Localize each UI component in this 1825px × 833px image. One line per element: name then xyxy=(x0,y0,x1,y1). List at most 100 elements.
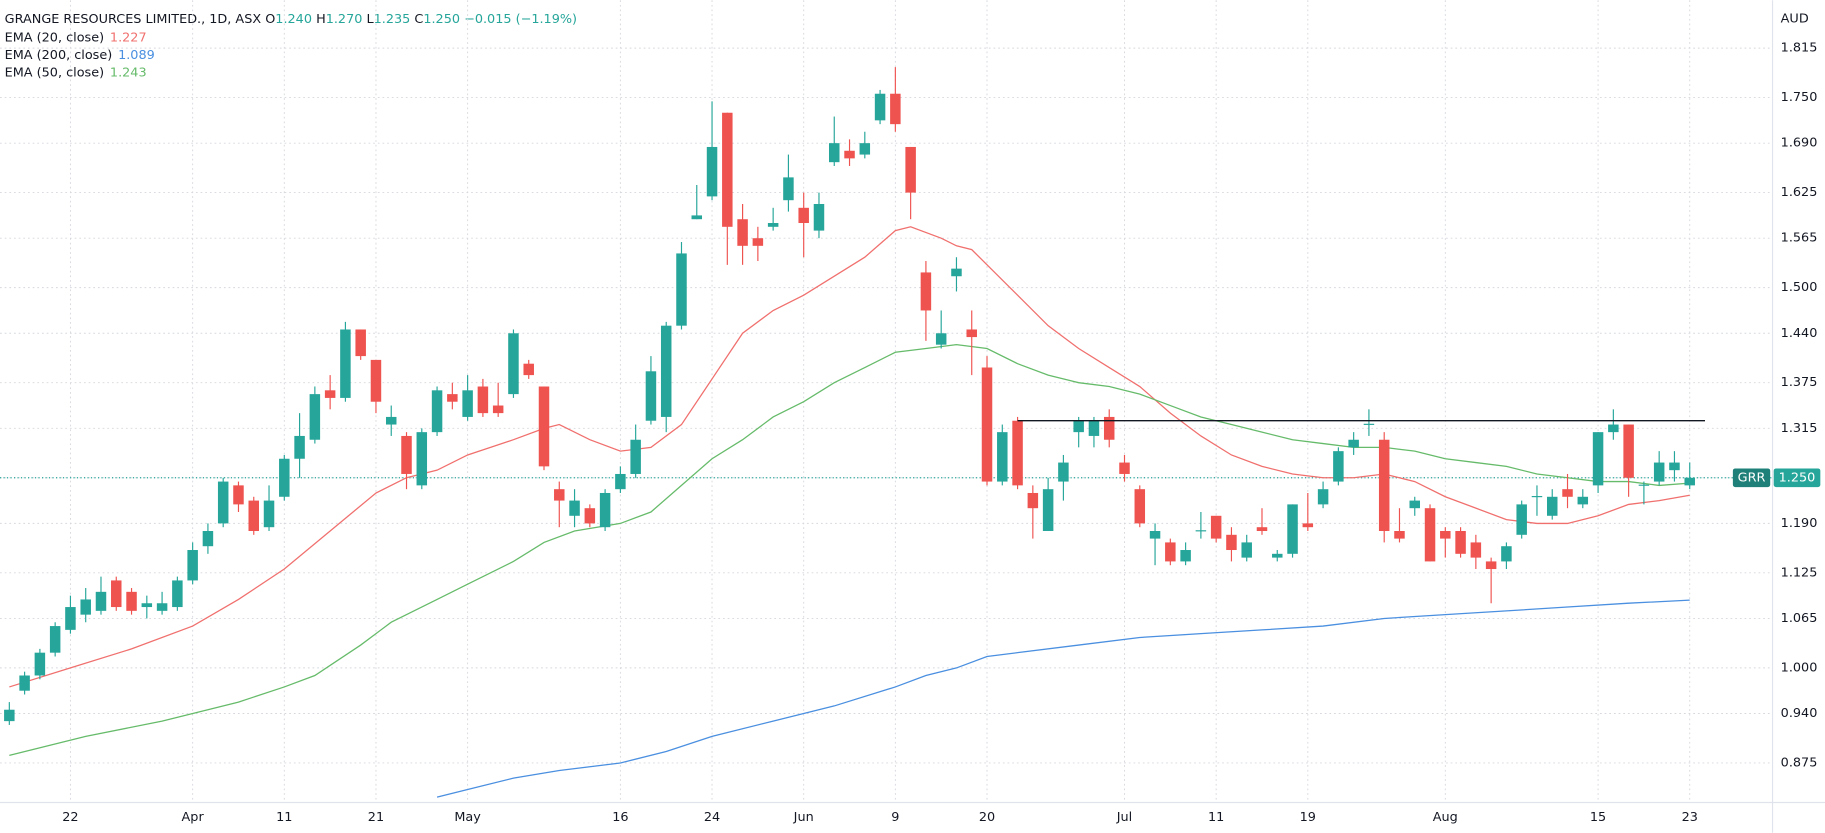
ema-line xyxy=(9,344,1690,757)
candle-body xyxy=(874,93,886,121)
candle-body xyxy=(279,458,290,497)
candle-body xyxy=(1027,492,1039,509)
x-tick-label: 16 xyxy=(612,810,628,825)
candle-body xyxy=(4,709,15,722)
candle-body xyxy=(1302,523,1314,528)
y-tick-label: 1.375 xyxy=(1781,375,1818,390)
candle-body xyxy=(691,215,703,220)
legend-value: 1.227 xyxy=(110,30,147,45)
candle-body xyxy=(95,591,107,611)
ohlc-value: 1.235 xyxy=(374,11,411,26)
candle-body xyxy=(1119,462,1130,474)
candle-body xyxy=(1241,542,1252,558)
legend-entry: EMA (50, close) 1.243 xyxy=(5,65,147,80)
candle-body xyxy=(645,371,657,421)
candle-body xyxy=(1516,504,1527,535)
candle-body xyxy=(1012,420,1023,486)
chart-title: GRANGE RESOURCES LIMITED., 1D, ASX xyxy=(5,11,262,26)
y-tick-label: 1.500 xyxy=(1781,280,1818,295)
header: GRANGE RESOURCES LIMITED., 1D, ASX O1.24… xyxy=(5,11,577,26)
candle-body xyxy=(829,143,840,163)
ohlc-label: H xyxy=(316,11,326,26)
candle-body xyxy=(172,580,183,608)
candle-body xyxy=(19,675,30,691)
candle-body xyxy=(1058,462,1069,482)
candle-body xyxy=(1577,496,1589,505)
candle-body xyxy=(126,591,137,611)
y-tick-label: 0.875 xyxy=(1781,755,1818,770)
candle-body xyxy=(508,333,519,395)
candle-body xyxy=(538,386,550,467)
y-tick-label: 1.625 xyxy=(1781,185,1818,200)
legend-name: EMA (20, close) xyxy=(5,30,104,45)
candle-body xyxy=(187,550,198,581)
candle-body xyxy=(1638,484,1650,486)
x-tick-label: 22 xyxy=(62,810,78,825)
candle-body xyxy=(554,489,565,501)
y-tick-label: 1.315 xyxy=(1781,421,1818,436)
candle-body xyxy=(34,652,46,676)
candle-body xyxy=(813,203,825,231)
y-tick-label: 1.190 xyxy=(1781,516,1818,531)
candle-body xyxy=(1394,531,1405,539)
y-tick-label: 1.565 xyxy=(1781,231,1818,246)
candle-body xyxy=(523,363,534,376)
candle-body xyxy=(385,416,397,425)
candle-body xyxy=(492,405,504,414)
ohlc-label: C xyxy=(414,11,423,26)
candle-body xyxy=(370,359,382,402)
candle-body xyxy=(1195,530,1207,532)
legend-entry: EMA (200, close) 1.089 xyxy=(5,47,155,62)
candle-body xyxy=(1623,424,1634,478)
x-tick-label: 23 xyxy=(1682,810,1698,825)
candle-body xyxy=(1042,489,1054,532)
candle-body xyxy=(1333,451,1344,482)
y-tick-label: 0.940 xyxy=(1781,706,1818,721)
candle-body xyxy=(1210,515,1222,539)
candle-body xyxy=(1317,489,1329,505)
candle-body xyxy=(997,432,1008,482)
x-tick-label: Aug xyxy=(1433,810,1458,825)
candle-body xyxy=(49,626,61,653)
candle-body xyxy=(1226,534,1237,551)
candle-body xyxy=(920,272,932,311)
candle-body xyxy=(1088,420,1100,436)
candle-body xyxy=(401,435,412,474)
ohlc-value: 1.270 xyxy=(326,11,363,26)
candle-body xyxy=(905,146,916,193)
x-tick-label: 11 xyxy=(276,810,292,825)
candle-body xyxy=(1149,531,1161,539)
legend-value: 1.089 xyxy=(118,47,155,62)
candle-body xyxy=(1501,546,1512,562)
candle-body xyxy=(1653,462,1665,482)
candle-body xyxy=(1134,489,1146,524)
candle-body xyxy=(722,112,733,227)
y-tick-label: 1.440 xyxy=(1781,326,1818,341)
x-tick-label: Jun xyxy=(793,810,814,825)
x-tick-label: May xyxy=(454,810,481,825)
candle-body xyxy=(462,390,473,417)
candle-body xyxy=(935,333,947,345)
candle-body xyxy=(324,390,336,398)
candle-body xyxy=(1470,542,1482,558)
candle-body xyxy=(630,439,641,474)
ema-line xyxy=(436,599,1690,798)
y-tick-label: 1.000 xyxy=(1781,660,1818,675)
candle-body xyxy=(981,367,993,482)
candle-body xyxy=(1103,416,1115,440)
candle-body xyxy=(431,390,443,433)
candle-body xyxy=(890,93,901,125)
ohlc-label: O xyxy=(265,11,275,26)
candle-body xyxy=(309,394,321,440)
ohlc-value: 1.240 xyxy=(275,11,312,26)
candle-body xyxy=(569,500,580,516)
candle-body xyxy=(1546,496,1558,516)
x-tick-label: Apr xyxy=(182,810,205,825)
candle-body xyxy=(1165,542,1176,562)
x-tick-label: 15 xyxy=(1590,810,1606,825)
candle-body xyxy=(217,481,229,524)
candle-body xyxy=(1440,531,1451,539)
x-tick-label: 24 xyxy=(704,810,720,825)
